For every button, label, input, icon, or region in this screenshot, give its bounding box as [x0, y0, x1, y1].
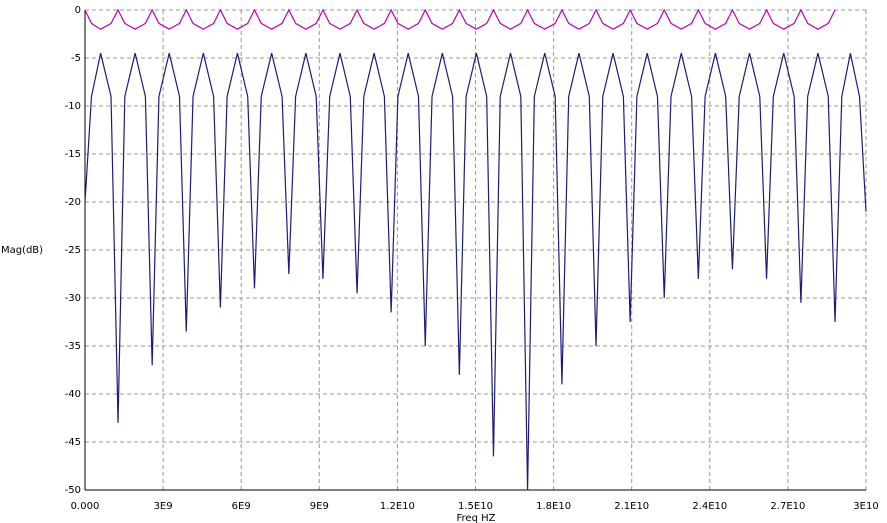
x-tick-label: 1.2E10 — [380, 501, 415, 512]
series-line — [84, 53, 867, 491]
x-tick-label: 0.000 — [71, 501, 100, 512]
x-tick-label: 2.1E10 — [614, 501, 649, 512]
x-tick-label: 3E9 — [154, 501, 173, 512]
y-tick-label: -15 — [65, 149, 81, 160]
series-line — [84, 8, 836, 30]
x-axis-label: Freq HZ — [457, 513, 496, 523]
y-axis-label: Mag(dB) — [1, 245, 43, 256]
y-tick-label: -45 — [65, 437, 81, 448]
x-tick-label: 2.4E10 — [692, 501, 727, 512]
y-tick-label: -10 — [65, 101, 81, 112]
y-tick-label: -40 — [65, 389, 81, 400]
x-tick-label: 9E9 — [310, 501, 329, 512]
x-tick-label: 2.7E10 — [770, 501, 805, 512]
y-tick-label: -25 — [65, 245, 81, 256]
x-tick-label: 1.5E10 — [458, 501, 493, 512]
y-tick-label: -35 — [65, 341, 81, 352]
y-tick-label: 0 — [75, 5, 81, 16]
y-tick-label: -50 — [65, 485, 81, 496]
y-tick-label: -30 — [65, 293, 81, 304]
x-tick-label: 6E9 — [232, 501, 251, 512]
y-tick-label: -5 — [71, 53, 81, 64]
x-tick-label: 1.8E10 — [536, 501, 571, 512]
y-tick-label: -20 — [65, 197, 81, 208]
x-tick-label: 3E10 — [853, 501, 878, 512]
